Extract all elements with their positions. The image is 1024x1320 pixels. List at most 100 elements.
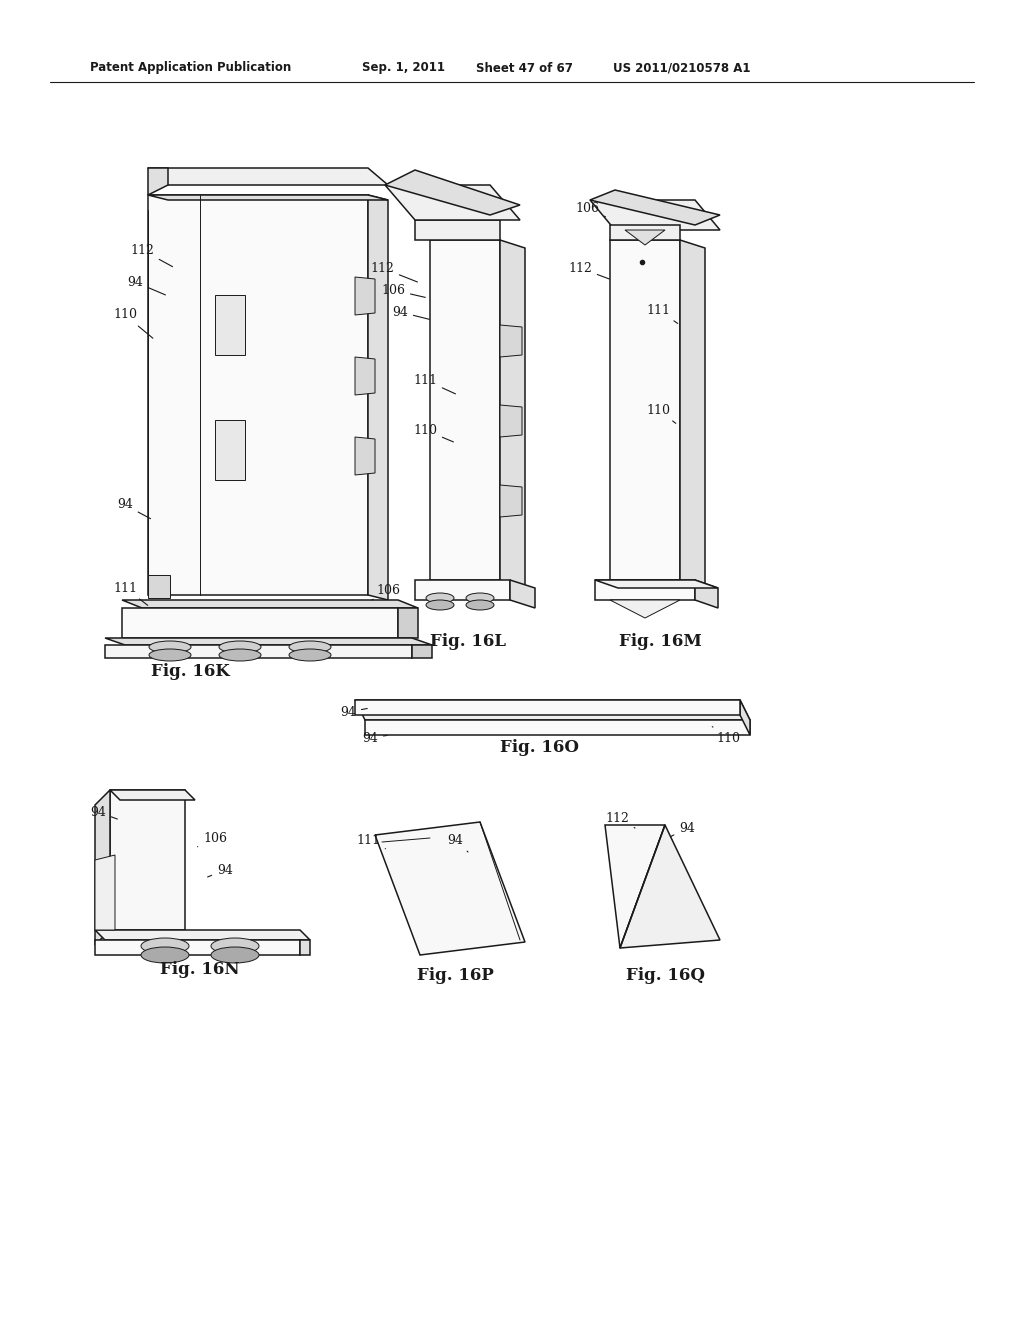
Polygon shape (430, 240, 500, 579)
Ellipse shape (219, 642, 261, 653)
Polygon shape (355, 356, 375, 395)
Text: 94: 94 (117, 499, 151, 519)
Text: 106: 106 (372, 583, 400, 601)
Text: Fig. 16M: Fig. 16M (618, 634, 701, 651)
Polygon shape (148, 195, 388, 201)
Text: 111: 111 (113, 582, 147, 606)
Polygon shape (500, 405, 522, 437)
Ellipse shape (211, 939, 259, 954)
Ellipse shape (426, 593, 454, 603)
Polygon shape (398, 609, 418, 638)
Text: Fig. 16L: Fig. 16L (430, 634, 506, 651)
Polygon shape (105, 645, 412, 657)
Polygon shape (122, 609, 398, 638)
Polygon shape (148, 576, 170, 598)
Text: 94: 94 (392, 305, 429, 319)
Polygon shape (595, 579, 695, 601)
Ellipse shape (150, 649, 191, 661)
Text: 94: 94 (447, 833, 468, 851)
Polygon shape (148, 195, 368, 595)
Polygon shape (375, 822, 525, 954)
Text: US 2011/0210578 A1: US 2011/0210578 A1 (613, 62, 751, 74)
Text: 112: 112 (605, 812, 635, 828)
Text: Fig. 16Q: Fig. 16Q (626, 966, 705, 983)
Polygon shape (95, 855, 115, 931)
Polygon shape (122, 601, 418, 609)
Polygon shape (355, 277, 375, 315)
Ellipse shape (219, 649, 261, 661)
Ellipse shape (141, 946, 189, 964)
Polygon shape (415, 579, 510, 601)
Ellipse shape (211, 946, 259, 964)
Text: Fig. 16O: Fig. 16O (501, 739, 580, 756)
Polygon shape (610, 240, 680, 579)
Text: Fig. 16N: Fig. 16N (160, 961, 240, 978)
Polygon shape (365, 719, 750, 735)
Ellipse shape (466, 593, 494, 603)
Text: 94: 94 (127, 276, 166, 294)
Polygon shape (605, 825, 665, 948)
Polygon shape (110, 789, 185, 931)
Text: 110: 110 (713, 726, 740, 744)
Text: 106: 106 (575, 202, 605, 216)
Ellipse shape (141, 939, 189, 954)
Text: 94: 94 (340, 705, 368, 718)
Text: 111: 111 (356, 833, 385, 849)
Text: Patent Application Publication: Patent Application Publication (90, 62, 291, 74)
Polygon shape (415, 220, 500, 240)
Ellipse shape (466, 601, 494, 610)
Ellipse shape (289, 642, 331, 653)
Polygon shape (740, 700, 750, 735)
Polygon shape (500, 240, 525, 587)
Text: 112: 112 (370, 261, 418, 282)
Polygon shape (695, 579, 718, 609)
Text: 112: 112 (130, 243, 173, 267)
Polygon shape (625, 230, 665, 246)
Polygon shape (500, 325, 522, 356)
Polygon shape (385, 185, 520, 220)
Polygon shape (412, 645, 432, 657)
Ellipse shape (289, 649, 331, 661)
Ellipse shape (426, 601, 454, 610)
Text: 111: 111 (646, 304, 678, 323)
Text: Fig. 16K: Fig. 16K (151, 664, 229, 681)
Text: 94: 94 (90, 805, 118, 818)
Polygon shape (355, 700, 750, 719)
Polygon shape (95, 931, 310, 940)
Polygon shape (148, 168, 388, 185)
Polygon shape (510, 579, 535, 609)
Polygon shape (610, 601, 680, 618)
Text: Sep. 1, 2011: Sep. 1, 2011 (362, 62, 445, 74)
Text: Fig. 16P: Fig. 16P (417, 966, 494, 983)
Polygon shape (610, 224, 680, 240)
Polygon shape (95, 789, 110, 945)
Polygon shape (385, 170, 520, 215)
Polygon shape (595, 579, 718, 587)
Text: 94: 94 (671, 821, 695, 837)
Text: 110: 110 (113, 309, 153, 338)
Polygon shape (590, 201, 720, 230)
Polygon shape (215, 420, 245, 480)
Ellipse shape (150, 642, 191, 653)
Text: 110: 110 (413, 424, 454, 442)
Polygon shape (355, 700, 740, 715)
Polygon shape (500, 484, 522, 517)
Polygon shape (680, 240, 705, 587)
Text: 110: 110 (646, 404, 676, 424)
Polygon shape (95, 940, 300, 954)
Text: 94: 94 (208, 863, 232, 876)
Polygon shape (300, 940, 310, 954)
Polygon shape (355, 437, 375, 475)
Text: Sheet 47 of 67: Sheet 47 of 67 (476, 62, 572, 74)
Text: 94: 94 (362, 731, 387, 744)
Text: 112: 112 (568, 261, 609, 279)
Polygon shape (105, 638, 432, 645)
Text: 106: 106 (381, 284, 425, 297)
Polygon shape (148, 168, 168, 195)
Polygon shape (620, 825, 720, 948)
Polygon shape (215, 294, 245, 355)
Polygon shape (590, 190, 720, 224)
Polygon shape (110, 789, 195, 800)
Text: 106: 106 (198, 832, 227, 846)
Text: 111: 111 (413, 374, 456, 393)
